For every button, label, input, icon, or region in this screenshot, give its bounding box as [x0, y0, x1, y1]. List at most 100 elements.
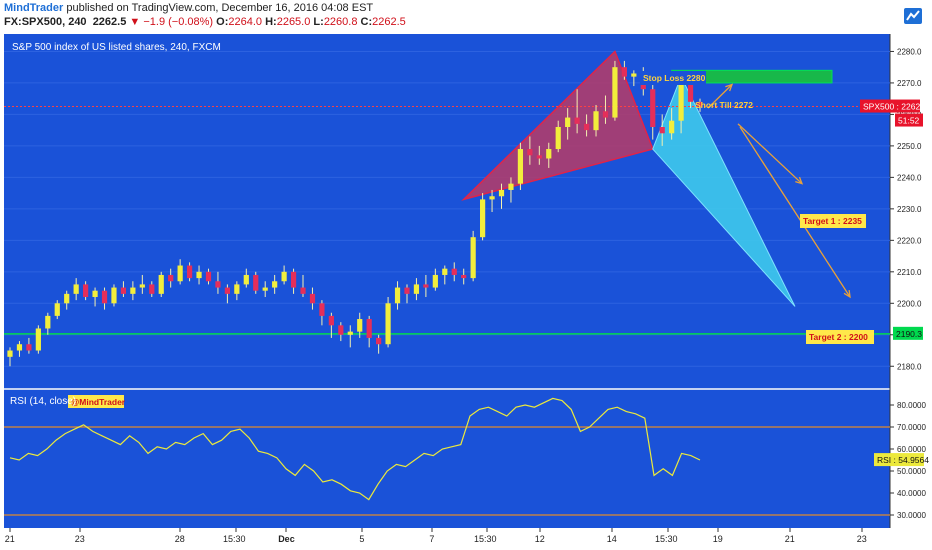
candle-up[interactable]: [139, 284, 145, 288]
x-tick-label: 5: [359, 534, 364, 544]
candle-up[interactable]: [281, 271, 287, 282]
candle-down[interactable]: [602, 111, 609, 118]
watermark-label: @MindTrader: [71, 397, 126, 407]
candle-down[interactable]: [404, 287, 410, 294]
candle-up[interactable]: [243, 274, 249, 285]
bullish-pattern-triangle[interactable]: [652, 75, 796, 307]
candle-down[interactable]: [101, 290, 108, 304]
candle-down[interactable]: [687, 82, 694, 102]
candle-down[interactable]: [650, 89, 656, 127]
candle-down[interactable]: [205, 271, 212, 282]
candle-down[interactable]: [83, 284, 89, 297]
candle-up[interactable]: [612, 67, 618, 118]
candle-up[interactable]: [196, 271, 202, 279]
x-tick-label: 21: [785, 534, 795, 544]
rsi-pane[interactable]: [4, 390, 890, 528]
time-axis[interactable]: [0, 528, 932, 550]
candle-up[interactable]: [272, 281, 278, 288]
candle-down[interactable]: [583, 123, 590, 131]
candle-up[interactable]: [489, 196, 495, 200]
candle-down[interactable]: [290, 271, 297, 288]
candle-up[interactable]: [92, 290, 98, 297]
candle-up[interactable]: [347, 331, 353, 335]
candle-up[interactable]: [7, 350, 13, 357]
publish-line: MindTrader published on TradingView.com,…: [4, 2, 373, 14]
open-label: O:: [216, 16, 229, 28]
candle-down[interactable]: [120, 287, 127, 294]
candle-up[interactable]: [498, 189, 505, 197]
candle-down[interactable]: [253, 274, 259, 291]
arrow-head-icon: [725, 83, 734, 92]
candle-down[interactable]: [536, 155, 542, 159]
current-price-tag: [860, 99, 920, 113]
candle-down[interactable]: [366, 319, 372, 338]
countdown-tag: [895, 113, 923, 127]
x-tick-label: 14: [607, 534, 617, 544]
candle-up[interactable]: [357, 319, 363, 332]
candle-down[interactable]: [328, 315, 334, 326]
candle-down[interactable]: [527, 149, 533, 156]
rsi-tick-label: 50.0000: [897, 467, 926, 476]
candle-down[interactable]: [338, 325, 344, 335]
candle-up[interactable]: [413, 284, 420, 294]
target-arrow-line: [737, 123, 803, 185]
candle-up[interactable]: [508, 183, 514, 190]
candle-up[interactable]: [631, 73, 637, 77]
candle-up[interactable]: [394, 287, 401, 304]
candle-up[interactable]: [35, 328, 41, 351]
candle-down[interactable]: [319, 303, 325, 316]
candle-up[interactable]: [385, 303, 391, 345]
candlestick-series[interactable]: [7, 60, 703, 367]
candle-down[interactable]: [309, 293, 316, 304]
price-axis[interactable]: 2180.02190.02200.02210.02220.02230.02240…: [890, 47, 922, 371]
candle-down[interactable]: [574, 117, 580, 124]
candle-up[interactable]: [111, 287, 117, 304]
candle-up[interactable]: [678, 82, 684, 121]
candle-up[interactable]: [442, 268, 448, 275]
candle-up[interactable]: [517, 149, 524, 184]
chart-area[interactable]: 2180.02190.02200.02210.02220.02230.02240…: [0, 30, 932, 550]
candle-down[interactable]: [186, 265, 193, 279]
support-price-tag: [893, 326, 923, 340]
candle-up[interactable]: [669, 120, 675, 134]
candle-down[interactable]: [168, 274, 174, 282]
y-tick-label: 2200.0: [897, 299, 922, 308]
rsi-axis[interactable]: 30.0000 40.0000 50.0000 60.0000 70.0000 80.00…: [890, 401, 926, 520]
candle-up[interactable]: [73, 284, 79, 294]
candle-up[interactable]: [262, 287, 268, 291]
target-arrow-line: [707, 84, 733, 109]
candle-down[interactable]: [376, 337, 382, 345]
candle-up[interactable]: [54, 303, 60, 316]
rsi-tick-label: 60.0000: [897, 445, 926, 454]
candle-up[interactable]: [546, 149, 552, 159]
candle-up[interactable]: [565, 117, 571, 127]
author-link[interactable]: MindTrader: [4, 2, 64, 14]
candle-up[interactable]: [432, 274, 438, 288]
candle-down[interactable]: [697, 101, 703, 107]
candle-down[interactable]: [215, 281, 221, 288]
change-text: −1.9 (−0.08%): [143, 16, 214, 28]
candle-down[interactable]: [149, 284, 155, 294]
candle-down[interactable]: [423, 284, 429, 288]
candle-up[interactable]: [64, 293, 70, 304]
candle-down[interactable]: [300, 287, 306, 294]
chart-title: S&P 500 index of US listed shares, 240, …: [12, 42, 221, 53]
candle-up[interactable]: [45, 315, 51, 329]
candle-down[interactable]: [224, 287, 230, 294]
candle-down[interactable]: [621, 67, 627, 77]
candle-down[interactable]: [461, 274, 467, 279]
rsi-line[interactable]: [9, 397, 701, 501]
candle-up[interactable]: [593, 111, 599, 131]
candle-down[interactable]: [26, 344, 32, 351]
candle-up[interactable]: [470, 237, 476, 279]
candle-up[interactable]: [158, 274, 164, 294]
candle-down[interactable]: [659, 127, 665, 134]
candle-up[interactable]: [480, 199, 486, 238]
candle-up[interactable]: [555, 127, 561, 150]
candle-up[interactable]: [234, 284, 240, 294]
candle-up[interactable]: [177, 265, 183, 282]
candle-up[interactable]: [130, 287, 136, 294]
rsi-tick-label: 30.0000: [897, 511, 926, 520]
candle-up[interactable]: [16, 344, 23, 351]
candle-down[interactable]: [451, 268, 457, 275]
